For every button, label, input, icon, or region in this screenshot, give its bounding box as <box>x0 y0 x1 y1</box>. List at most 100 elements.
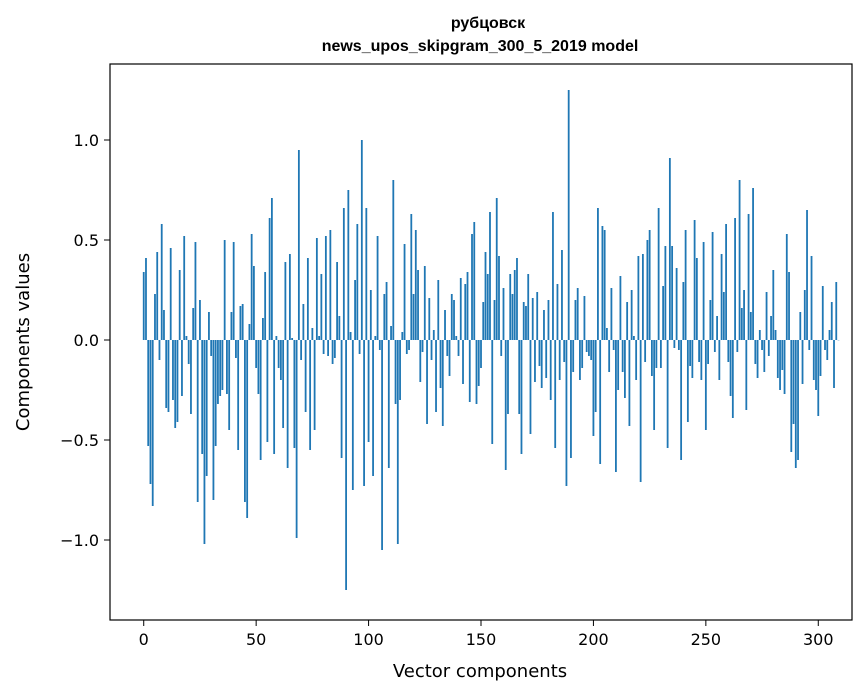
chart-subtitle: news_upos_skipgram_300_5_2019 model <box>322 38 639 55</box>
bar <box>477 340 480 386</box>
bar <box>833 340 835 388</box>
bar <box>770 316 772 340</box>
bar <box>201 340 204 454</box>
bar <box>606 328 608 340</box>
bar <box>471 234 473 340</box>
bar <box>149 340 152 484</box>
bar <box>444 310 446 340</box>
y-tick-label: 0.5 <box>74 231 99 250</box>
bar <box>324 236 327 340</box>
bar <box>509 274 512 340</box>
bar <box>585 340 588 352</box>
bar <box>617 340 620 390</box>
bar <box>516 258 518 340</box>
bar <box>181 340 183 396</box>
bar <box>295 340 298 538</box>
bar <box>311 328 314 340</box>
bar <box>147 340 150 446</box>
bar <box>549 340 552 400</box>
bar <box>455 336 458 340</box>
bar <box>367 340 370 442</box>
bar <box>797 340 799 460</box>
bar <box>781 340 784 370</box>
bar <box>700 340 703 380</box>
bar <box>378 340 381 350</box>
bar <box>450 294 453 340</box>
bar <box>680 340 683 460</box>
bar <box>167 340 170 412</box>
bar <box>507 340 509 414</box>
bar <box>812 340 815 380</box>
bar <box>232 242 235 340</box>
bar <box>165 340 168 408</box>
bar <box>628 340 631 426</box>
bar <box>801 340 804 384</box>
bar <box>302 304 305 340</box>
bar <box>212 340 215 500</box>
bar <box>194 242 197 340</box>
bar <box>320 274 323 340</box>
bar <box>592 340 595 436</box>
bar <box>830 302 833 340</box>
bar <box>826 340 829 360</box>
bar <box>405 340 408 354</box>
bar <box>653 340 656 430</box>
y-tick-label: −0.5 <box>60 431 99 450</box>
bar <box>522 302 525 340</box>
bar <box>788 272 790 340</box>
bar <box>518 340 521 414</box>
bar <box>615 340 617 472</box>
x-tick-label: 300 <box>803 630 834 649</box>
bar <box>457 340 460 356</box>
bar <box>815 340 817 390</box>
bar <box>716 316 718 340</box>
bar <box>421 340 424 352</box>
bar <box>226 340 228 394</box>
bar <box>154 294 156 340</box>
bar <box>219 340 222 396</box>
bar <box>156 252 159 340</box>
bar <box>588 340 590 356</box>
bar <box>248 324 251 340</box>
bar <box>304 340 307 412</box>
bar <box>347 190 350 340</box>
bar <box>190 340 192 414</box>
bar <box>767 340 770 356</box>
bar <box>543 310 545 340</box>
bar <box>151 340 154 506</box>
bar <box>599 340 602 464</box>
y-tick-label: −1.0 <box>60 531 99 550</box>
bar <box>284 262 287 340</box>
bar <box>776 340 779 378</box>
bar <box>273 340 276 454</box>
bar <box>205 340 208 476</box>
bar <box>309 340 312 450</box>
bar <box>253 266 255 340</box>
bar <box>693 220 696 340</box>
bar <box>306 258 309 340</box>
bar <box>745 340 748 410</box>
bar <box>349 332 352 340</box>
bar <box>217 340 219 404</box>
bar <box>365 208 368 340</box>
bar <box>659 340 662 368</box>
bar <box>563 340 566 362</box>
bar <box>235 340 237 358</box>
bar <box>354 280 356 340</box>
bar <box>412 294 415 340</box>
bar <box>635 340 638 380</box>
bar <box>257 340 260 394</box>
bar <box>657 208 660 340</box>
bar <box>684 230 687 340</box>
bar <box>268 218 271 340</box>
bar <box>322 340 325 354</box>
bar <box>790 340 793 452</box>
bar <box>727 340 730 362</box>
bar <box>619 276 622 340</box>
bar <box>529 340 532 434</box>
bar <box>671 246 674 340</box>
bar <box>390 326 392 340</box>
bar <box>223 240 226 340</box>
bar <box>698 340 700 362</box>
